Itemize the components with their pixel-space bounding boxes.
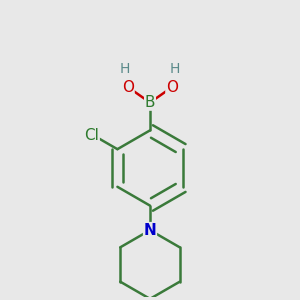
Text: O: O: [166, 80, 178, 95]
Text: O: O: [122, 80, 134, 95]
Text: Cl: Cl: [84, 128, 99, 143]
Text: H: H: [170, 62, 180, 76]
Text: H: H: [120, 62, 130, 76]
Text: B: B: [145, 95, 155, 110]
Text: N: N: [144, 223, 156, 238]
